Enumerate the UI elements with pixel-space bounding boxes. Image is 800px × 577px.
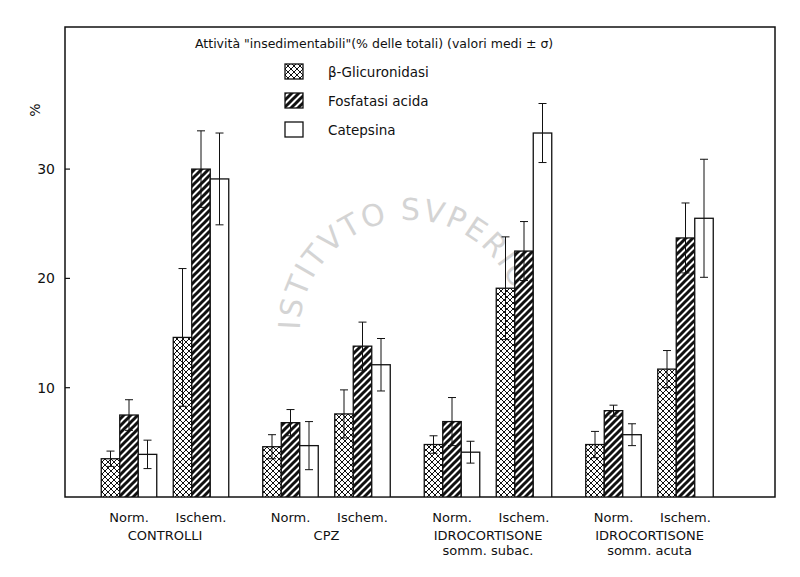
bars bbox=[101, 104, 713, 497]
error-bar bbox=[628, 424, 636, 446]
x-tick-label: Norm. bbox=[271, 510, 311, 525]
legend-swatch bbox=[285, 93, 303, 108]
group-label: CPZ bbox=[314, 528, 340, 543]
group-label: somm. subac. bbox=[443, 543, 534, 558]
error-bar bbox=[700, 159, 708, 277]
error-bar bbox=[216, 133, 224, 225]
x-tick-label: Norm. bbox=[432, 510, 472, 525]
bar bbox=[604, 411, 623, 497]
x-tick-label: Norm. bbox=[109, 510, 149, 525]
legend-label: Catepsina bbox=[328, 122, 395, 138]
error-bar bbox=[125, 400, 133, 431]
chart: ISTITVTO SVPERIORE DI SANITA102030%Attiv… bbox=[0, 0, 800, 577]
bar bbox=[515, 251, 534, 497]
bar bbox=[210, 179, 229, 497]
legend-label: Fosfatasi acida bbox=[328, 93, 429, 109]
x-tick-label: Ischem. bbox=[499, 510, 550, 525]
title: Attività "insedimentabili"(% delle total… bbox=[195, 36, 553, 51]
bar bbox=[658, 369, 677, 497]
y-tick-label: 10 bbox=[37, 380, 55, 396]
error-bar bbox=[539, 104, 547, 163]
error-bar bbox=[340, 390, 348, 438]
error-bar bbox=[502, 237, 510, 340]
group-label: IDROCORTISONE bbox=[434, 528, 543, 543]
error-bar bbox=[359, 322, 367, 370]
error-bar bbox=[377, 339, 385, 391]
error-bar bbox=[663, 351, 671, 388]
x-tick-label: Ischem. bbox=[660, 510, 711, 525]
y-axis-label: % bbox=[27, 103, 43, 116]
bar bbox=[676, 238, 695, 497]
group-label: somm. acuta bbox=[607, 543, 692, 558]
legend-swatch bbox=[285, 64, 303, 79]
y-tick bbox=[65, 278, 70, 279]
y-tick bbox=[65, 168, 70, 169]
error-bar bbox=[430, 436, 438, 453]
y-tick bbox=[65, 387, 70, 388]
bar bbox=[533, 133, 552, 497]
legend-label: β-Glicuronidasi bbox=[328, 64, 429, 80]
group-label: CONTROLLI bbox=[128, 528, 203, 543]
error-bar bbox=[682, 203, 690, 273]
x-tick-label: Norm. bbox=[594, 510, 634, 525]
error-bar bbox=[107, 451, 115, 466]
error-bar bbox=[591, 431, 599, 457]
frame bbox=[65, 27, 775, 497]
error-bar bbox=[144, 440, 152, 468]
x-tick-label: Ischem. bbox=[176, 510, 227, 525]
error-bar bbox=[305, 422, 313, 470]
y-tick-label: 20 bbox=[37, 270, 55, 286]
error-bar bbox=[287, 410, 295, 436]
error-bar bbox=[467, 441, 475, 463]
error-bar bbox=[179, 269, 187, 407]
error-bar bbox=[197, 131, 205, 208]
group-label: IDROCORTISONE bbox=[595, 528, 704, 543]
error-bar bbox=[610, 405, 618, 416]
error-bar bbox=[520, 222, 528, 281]
y-tick-label: 30 bbox=[37, 161, 55, 177]
error-bar bbox=[448, 398, 456, 446]
bar bbox=[192, 169, 211, 497]
legend-swatch bbox=[285, 122, 303, 137]
error-bar bbox=[268, 435, 276, 459]
x-tick-label: Ischem. bbox=[337, 510, 388, 525]
